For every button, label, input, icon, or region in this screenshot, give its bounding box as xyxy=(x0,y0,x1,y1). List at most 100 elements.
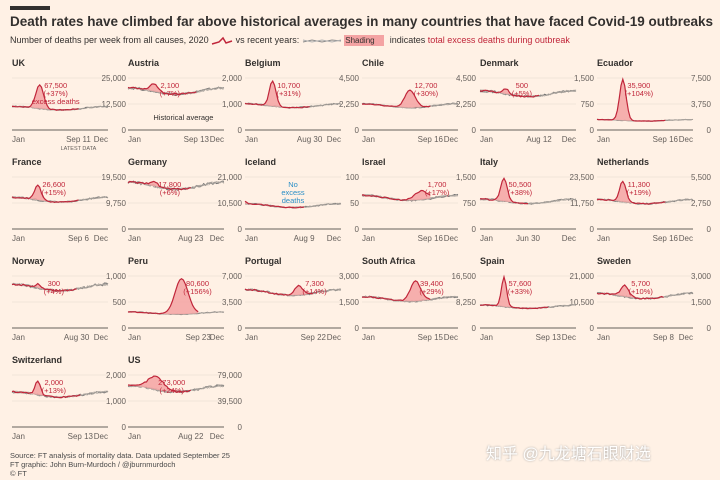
footer: Source: FT analysis of mortality data. D… xyxy=(10,451,230,478)
excess-percent: (+4%) xyxy=(44,287,65,296)
tick-label: 39,500 xyxy=(218,397,243,406)
excess-shading xyxy=(128,278,199,315)
tick-label: 2,250 xyxy=(456,100,477,109)
excess-value: 11,300 xyxy=(628,180,650,189)
panel-title: Peru xyxy=(128,256,148,266)
excess-percent: (+14%) xyxy=(302,287,327,296)
annotation-note: deaths xyxy=(282,196,305,205)
tick-label: 0 xyxy=(707,126,712,135)
x-tick-label: Jun 30 xyxy=(516,234,541,243)
excess-value: 50,500 xyxy=(509,180,532,189)
panel-italy: Italy 23,500 11,750 0 50,500(+38%) Jan Jun 30 D… xyxy=(479,157,595,243)
x-tick-label: Dec xyxy=(444,333,458,342)
x-tick-label: Dec xyxy=(679,333,693,342)
panel-south-africa: South Africa 16,500 8,250 0 39,400(+29%) Jan S… xyxy=(361,256,477,342)
series-2020-line xyxy=(127,277,199,315)
panel-title: France xyxy=(12,157,42,167)
tick-label: 0 xyxy=(238,126,243,135)
tick-label: 50 xyxy=(350,199,359,208)
excess-percent: (+33%) xyxy=(508,287,533,296)
excess-value: 1,700 xyxy=(428,180,447,189)
x-tick-label: Dec xyxy=(679,135,693,144)
x-tick-label: Sep 13 xyxy=(536,333,562,342)
x-tick-label: Dec xyxy=(94,234,108,243)
panel-sweden: Sweden 3,000 1,500 0 5,700(+10%) Jan Sep 8 Dec xyxy=(596,256,712,342)
tick-label: 1,500 xyxy=(574,74,595,83)
latest-data-label: LATEST DATA xyxy=(61,146,97,152)
excess-value: 39,400 xyxy=(420,279,443,288)
tick-label: 19,500 xyxy=(102,173,127,182)
x-tick-label: Jan xyxy=(597,333,610,342)
series-2020-line xyxy=(596,180,666,205)
tick-label: 0 xyxy=(122,225,127,234)
chart-title: Death rates have climbed far above histo… xyxy=(10,14,714,29)
tick-label: 12,500 xyxy=(102,100,127,109)
tick-label: 7,000 xyxy=(222,272,243,281)
series-2020-line xyxy=(244,200,305,209)
history-line xyxy=(127,86,225,96)
panel-netherlands: Netherlands 5,500 2,750 0 11,300(+19%) Jan Sep… xyxy=(596,157,712,243)
x-tick-label: Sep 22 xyxy=(301,333,327,342)
excess-value: 300 xyxy=(48,279,61,288)
panel-title: Sweden xyxy=(597,256,631,266)
legend-2020-line xyxy=(211,36,233,45)
tick-label: 0 xyxy=(122,324,127,333)
x-tick-label: Jan xyxy=(480,234,493,243)
x-tick-label: Sep 23 xyxy=(185,333,211,342)
tick-label: 0 xyxy=(238,324,243,333)
panel-norway: Norway 1,000 500 0 300(+4%) Jan Aug 30 Dec xyxy=(11,256,127,342)
series-2020-line xyxy=(244,284,314,296)
tick-label: 0 xyxy=(472,324,477,333)
tick-label: 500 xyxy=(113,298,127,307)
excess-value: 5,700 xyxy=(631,279,650,288)
x-tick-label: Dec xyxy=(210,234,224,243)
x-tick-label: Jan xyxy=(12,234,25,243)
tick-label: 10,500 xyxy=(570,298,595,307)
x-tick-label: Jan xyxy=(128,432,141,441)
x-tick-label: Jan xyxy=(245,333,258,342)
panel-title: Germany xyxy=(128,157,167,167)
x-tick-label: Sep 16 xyxy=(418,234,444,243)
x-tick-label: Dec xyxy=(562,234,576,243)
excess-value: 80,600 xyxy=(186,279,209,288)
chart-subtitle: Number of deaths per week from all cause… xyxy=(10,35,710,47)
tick-label: 25,000 xyxy=(102,74,127,83)
annotation-note: excess deaths xyxy=(32,97,80,106)
tick-label: 2,750 xyxy=(691,199,712,208)
tick-label: 0 xyxy=(707,324,712,333)
x-tick-label: Aug 30 xyxy=(297,135,323,144)
tick-label: 7,500 xyxy=(691,74,712,83)
panel-title: Iceland xyxy=(245,157,276,167)
excess-value: 500 xyxy=(516,81,529,90)
tick-label: 0 xyxy=(355,225,360,234)
panel-uk: UK 25,000 12,500 0 67,500(+37%)excess deaths… xyxy=(11,58,127,152)
footer-copyright: © FT xyxy=(10,469,27,478)
tick-label: 750 xyxy=(463,199,477,208)
excess-percent: (+15%) xyxy=(42,188,67,197)
panel-title: Spain xyxy=(480,256,505,266)
tick-label: 1,000 xyxy=(222,100,243,109)
panel-us: US 79,000 39,500 0 273,000(+24%) Jan Aug 22 Dec xyxy=(127,355,243,441)
tick-label: 1,500 xyxy=(339,298,360,307)
excess-value: No xyxy=(288,180,298,189)
subtitle-text-d: total excess deaths during outbreak xyxy=(427,35,570,45)
tick-label: 4,500 xyxy=(339,74,360,83)
x-tick-label: Sep 6 xyxy=(68,234,89,243)
panel-title: US xyxy=(128,355,141,365)
tick-label: 3,000 xyxy=(339,272,360,281)
excess-percent: (+10%) xyxy=(628,287,653,296)
x-tick-label: Dec xyxy=(679,234,693,243)
excess-value: 2,000 xyxy=(44,378,63,387)
tick-label: 4,500 xyxy=(456,74,477,83)
tick-label: 79,000 xyxy=(218,371,243,380)
panel-title: UK xyxy=(12,58,25,68)
excess-percent: (+7%) xyxy=(160,89,181,98)
tick-label: 16,500 xyxy=(452,272,477,281)
tick-label: 0 xyxy=(590,324,595,333)
excess-shading xyxy=(362,280,431,302)
series-2020-line xyxy=(244,79,310,109)
excess-percent: (+5%) xyxy=(512,89,533,98)
excess-shading xyxy=(245,81,310,108)
excess-percent: excess xyxy=(281,188,305,197)
